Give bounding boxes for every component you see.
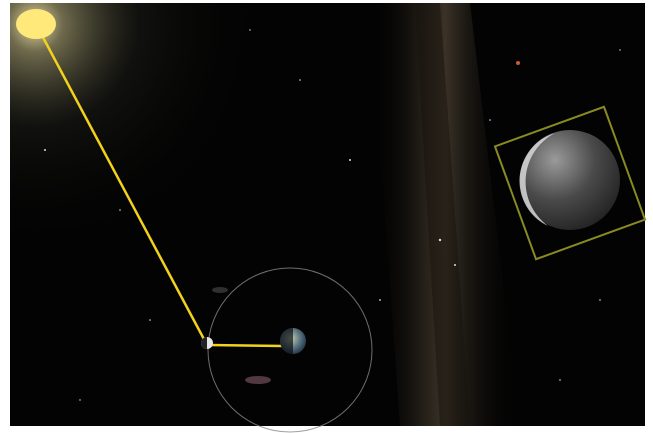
sun — [16, 9, 56, 39]
stars — [44, 29, 621, 401]
moon-small-shadow — [201, 337, 207, 349]
moon-crescent — [519, 133, 555, 226]
zoom-frame — [493, 105, 647, 261]
galaxy — [245, 376, 271, 384]
moon-earth-line — [207, 343, 284, 348]
sun-moon-line — [36, 27, 208, 344]
moon-orbit — [207, 267, 373, 433]
earth-shadow — [280, 328, 293, 354]
galaxy — [212, 287, 228, 293]
moon-zoom — [493, 105, 647, 261]
moon-large — [520, 130, 620, 230]
